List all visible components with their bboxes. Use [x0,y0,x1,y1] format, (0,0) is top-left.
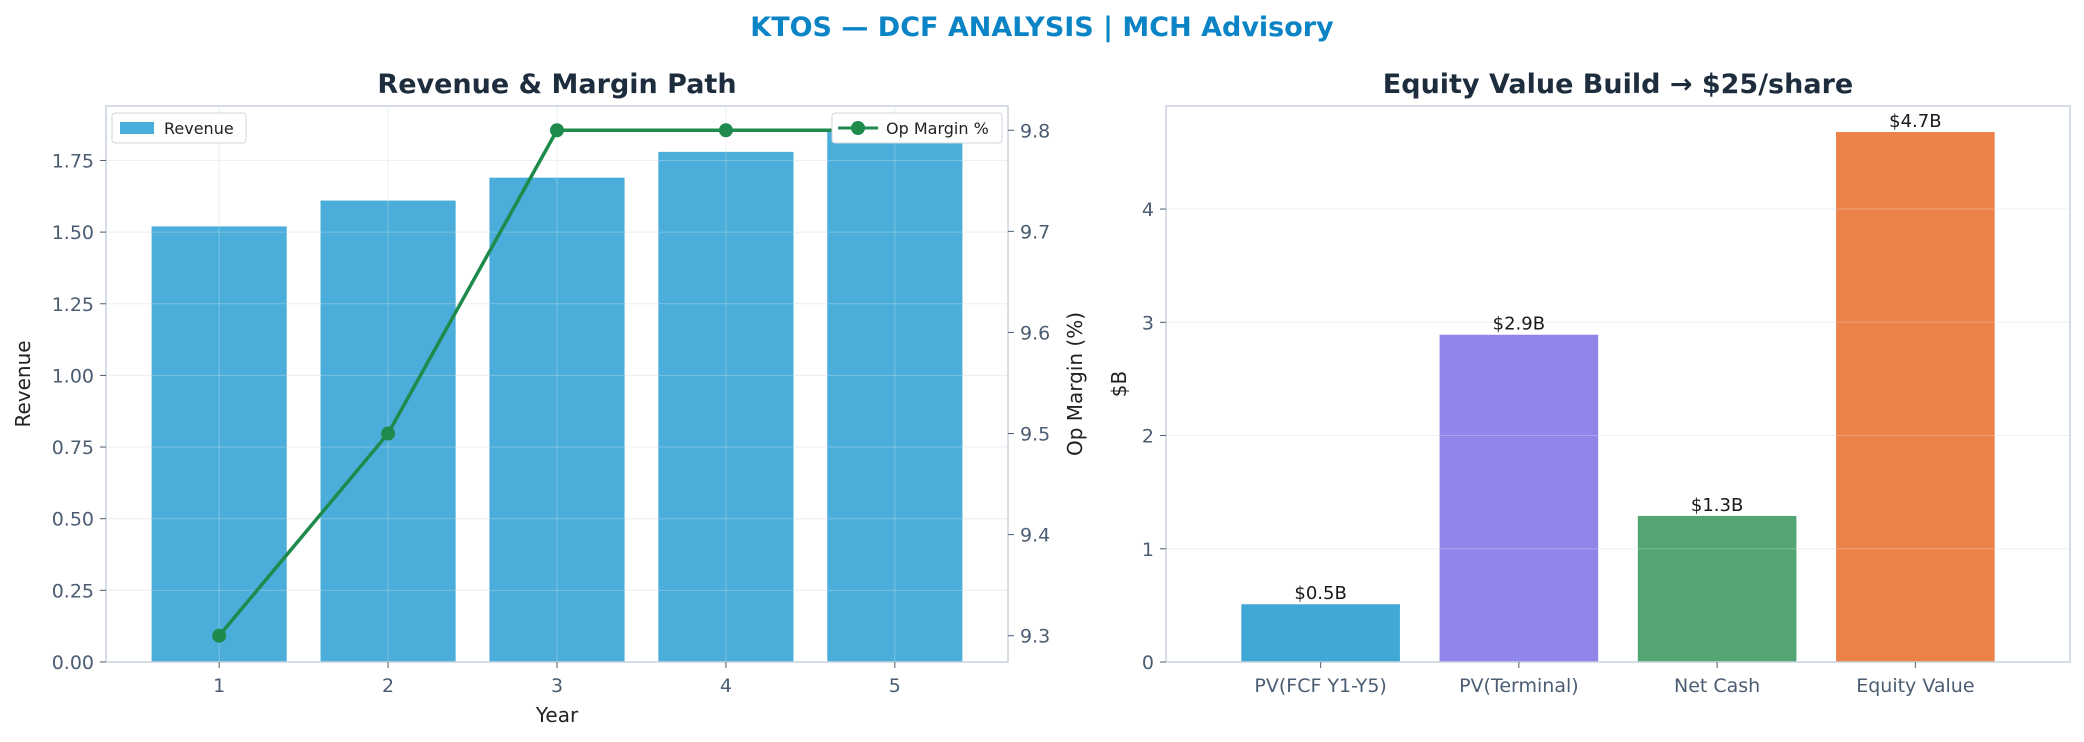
revenue-xtick-label: 5 [889,675,901,697]
op-margin-legend: Op Margin % [831,112,1003,144]
equity-ytick-label: 0 [1142,652,1154,674]
equity-value-chart: Equity Value Build → $25/share $0.5B $2.9… [1107,69,2071,697]
op-margin-ytick-label: 9.8 [1020,120,1050,142]
op-margin-ytick-label: 9.5 [1020,424,1050,446]
equity-ylabel: $B [1107,371,1131,397]
revenue-bar [658,151,794,663]
op-margin-ytick-label: 9.4 [1020,525,1050,547]
equity-bar [1637,515,1797,662]
revenue-ytick-label: 0.50 [52,509,94,531]
equity-bar [1241,604,1400,662]
revenue-ytick-label: 1.00 [52,365,94,387]
op-margin-legend-label: Op Margin % [886,119,989,138]
op-margin-ytick-label: 9.3 [1020,626,1050,648]
equity-xtick-label: PV(Terminal) [1459,675,1579,697]
equity-xtick-label: Net Cash [1674,675,1760,697]
revenue-ytick-label: 0.75 [52,437,94,459]
revenue-ylabel: Revenue [11,340,35,427]
revenue-margin-chart: Revenue & Margin Path 0.00 0.25 0.50 0.75 1.… [11,69,1087,727]
revenue-legend-label: Revenue [164,119,234,138]
op-margin-point [550,123,564,138]
op-margin-legend-marker [851,121,865,135]
revenue-legend-swatch [120,122,154,134]
revenue-ytick-label: 0.25 [52,580,94,602]
revenue-ytick-label: 0.00 [52,652,94,674]
op-margin-ylabel: Op Margin (%) [1063,312,1087,456]
revenue-ytick-label: 1.50 [52,222,94,244]
figure-suptitle: KTOS — DCF ANALYSIS | MCH Advisory [750,12,1334,43]
equity-chart-title: Equity Value Build → $25/share [1383,69,1853,100]
equity-ytick-label: 4 [1142,199,1154,221]
revenue-xtick-label: 1 [213,675,225,697]
op-margin-point [212,628,227,643]
revenue-bar [489,177,625,663]
revenue-ytick-label: 1.25 [52,294,94,316]
equity-ytick-label: 2 [1142,426,1154,448]
equity-bar-label: $1.3B [1691,495,1743,516]
revenue-xtick-label: 4 [720,675,732,697]
op-margin-point [381,426,396,441]
equity-ytick-label: 1 [1142,539,1154,561]
revenue-chart-title: Revenue & Margin Path [377,69,736,100]
revenue-bar [827,128,963,662]
revenue-ytick-label: 1.75 [52,150,94,172]
equity-bar-label: $0.5B [1294,583,1346,604]
op-margin-ytick-label: 9.7 [1020,221,1050,243]
equity-bar [1836,132,1995,662]
equity-xtick-label: PV(FCF Y1-Y5) [1254,675,1386,697]
equity-bar-label: $4.7B [1889,111,1941,132]
op-margin-ytick-label: 9.6 [1020,322,1050,344]
revenue-xtick-label: 3 [551,675,563,697]
equity-ytick-label: 3 [1142,312,1154,334]
equity-xtick-label: Equity Value [1856,675,1974,697]
equity-bar [1439,334,1599,662]
revenue-legend: Revenue [111,112,247,144]
revenue-xtick-label: 2 [382,675,394,697]
op-margin-point [718,123,733,138]
revenue-bar [151,226,287,662]
equity-chart-frame [1165,105,2071,663]
revenue-xlabel: Year [535,703,579,727]
equity-bar-label: $2.9B [1493,314,1545,335]
